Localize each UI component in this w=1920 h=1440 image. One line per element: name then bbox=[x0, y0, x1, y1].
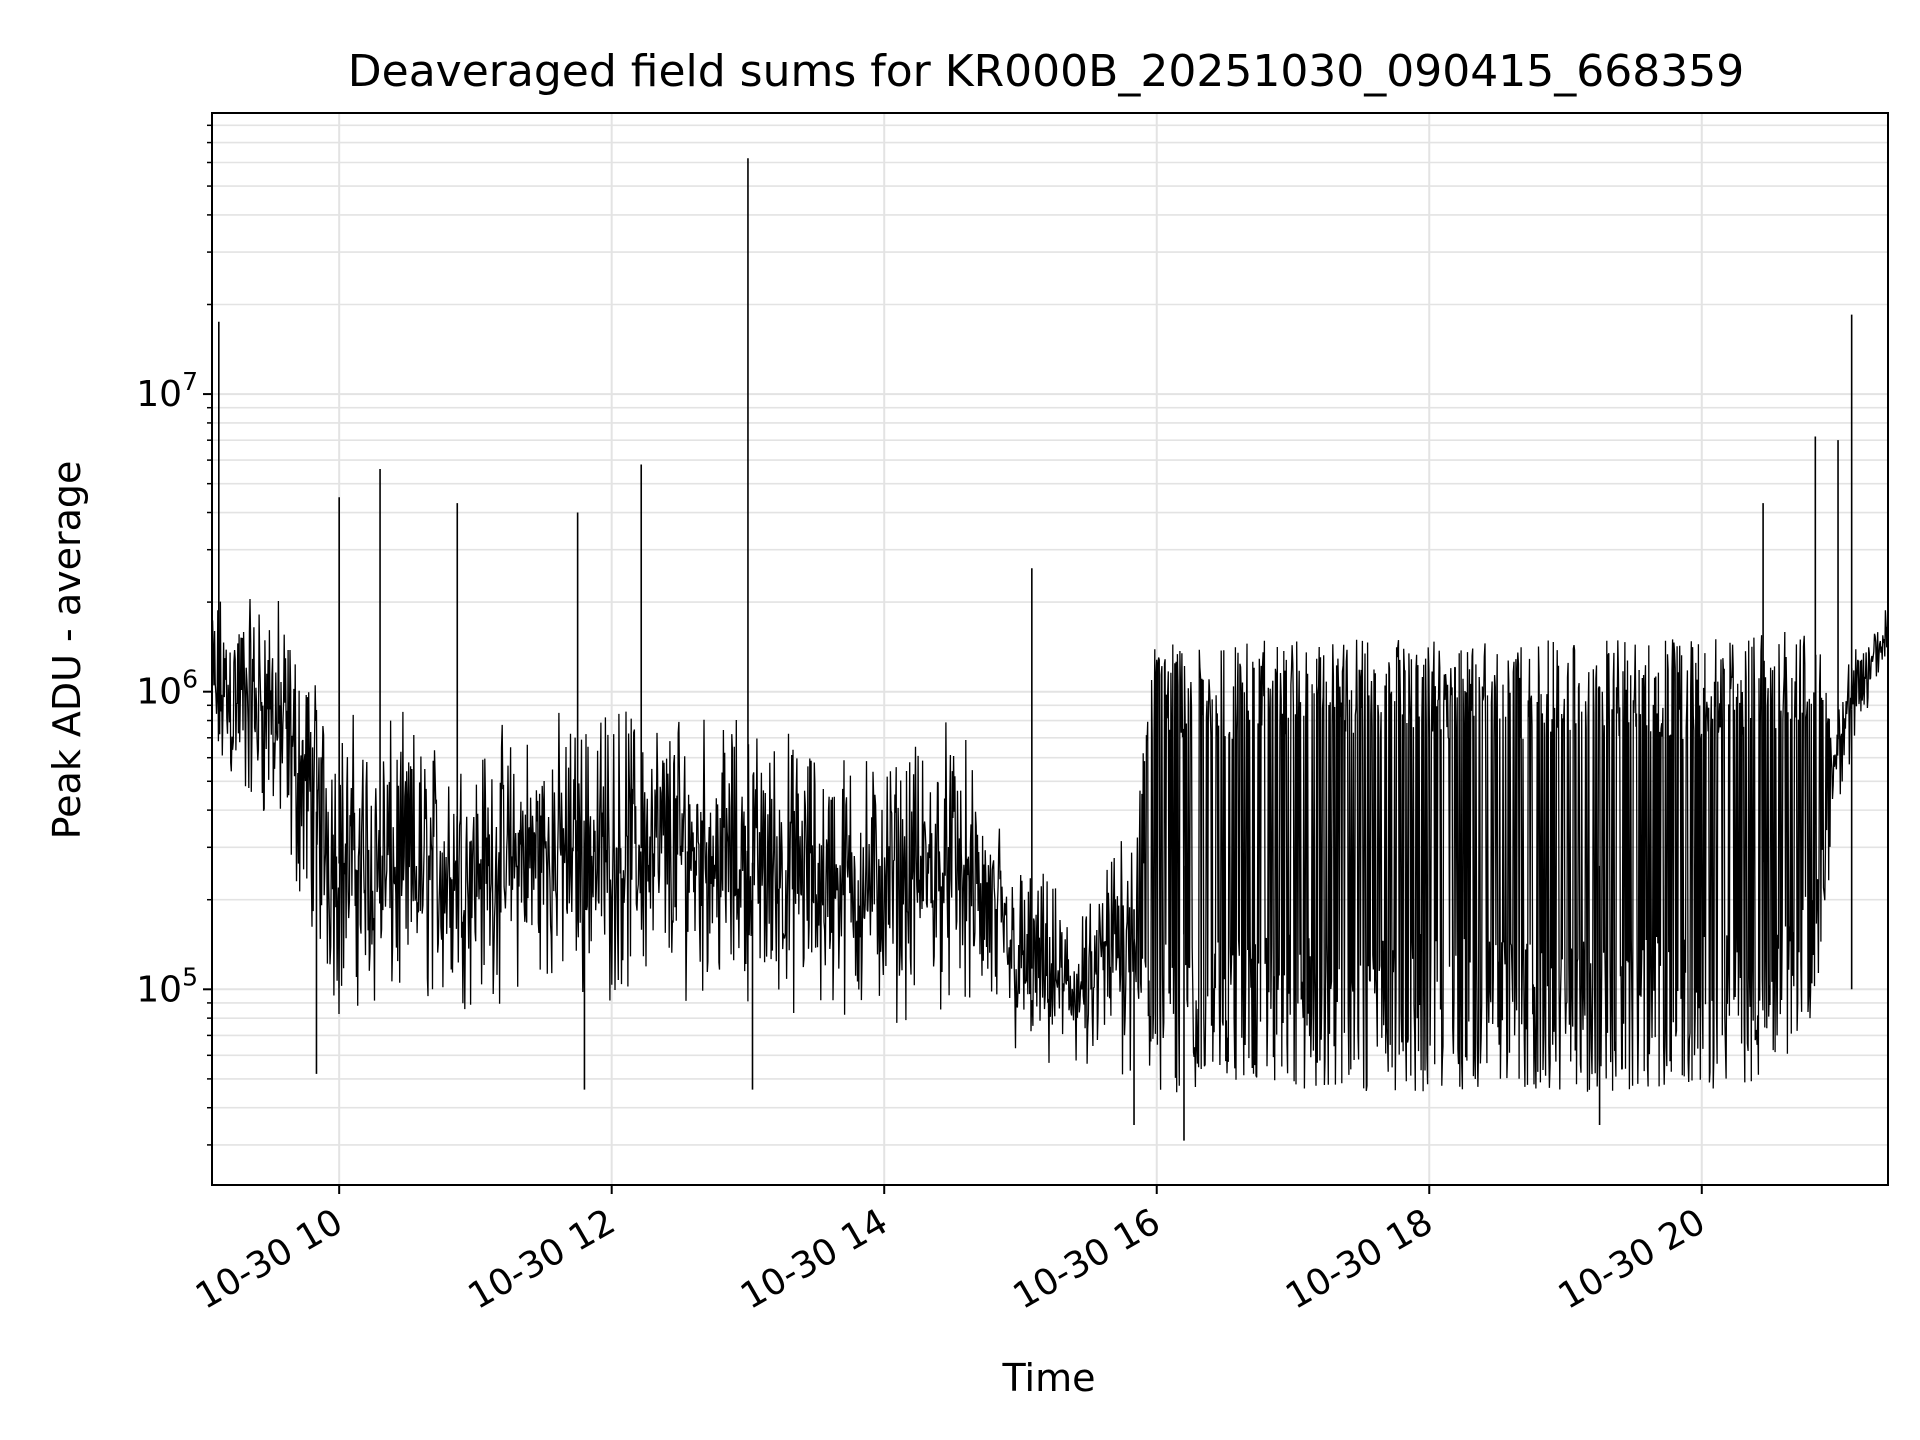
x-axis-label: Time bbox=[1002, 1356, 1096, 1400]
y-tick-label: 105 bbox=[136, 962, 198, 1010]
y-axis-label: Peak ADU - average bbox=[45, 461, 89, 840]
y-tick-label: 107 bbox=[136, 367, 198, 415]
y-tick-label: 106 bbox=[136, 665, 198, 713]
series-line bbox=[211, 158, 1889, 1141]
grid bbox=[212, 113, 1888, 1185]
chart-title: Deaveraged field sums for KR000B_2025103… bbox=[348, 46, 1744, 97]
series-path bbox=[211, 598, 1889, 1093]
plot-frame bbox=[211, 112, 1889, 1186]
